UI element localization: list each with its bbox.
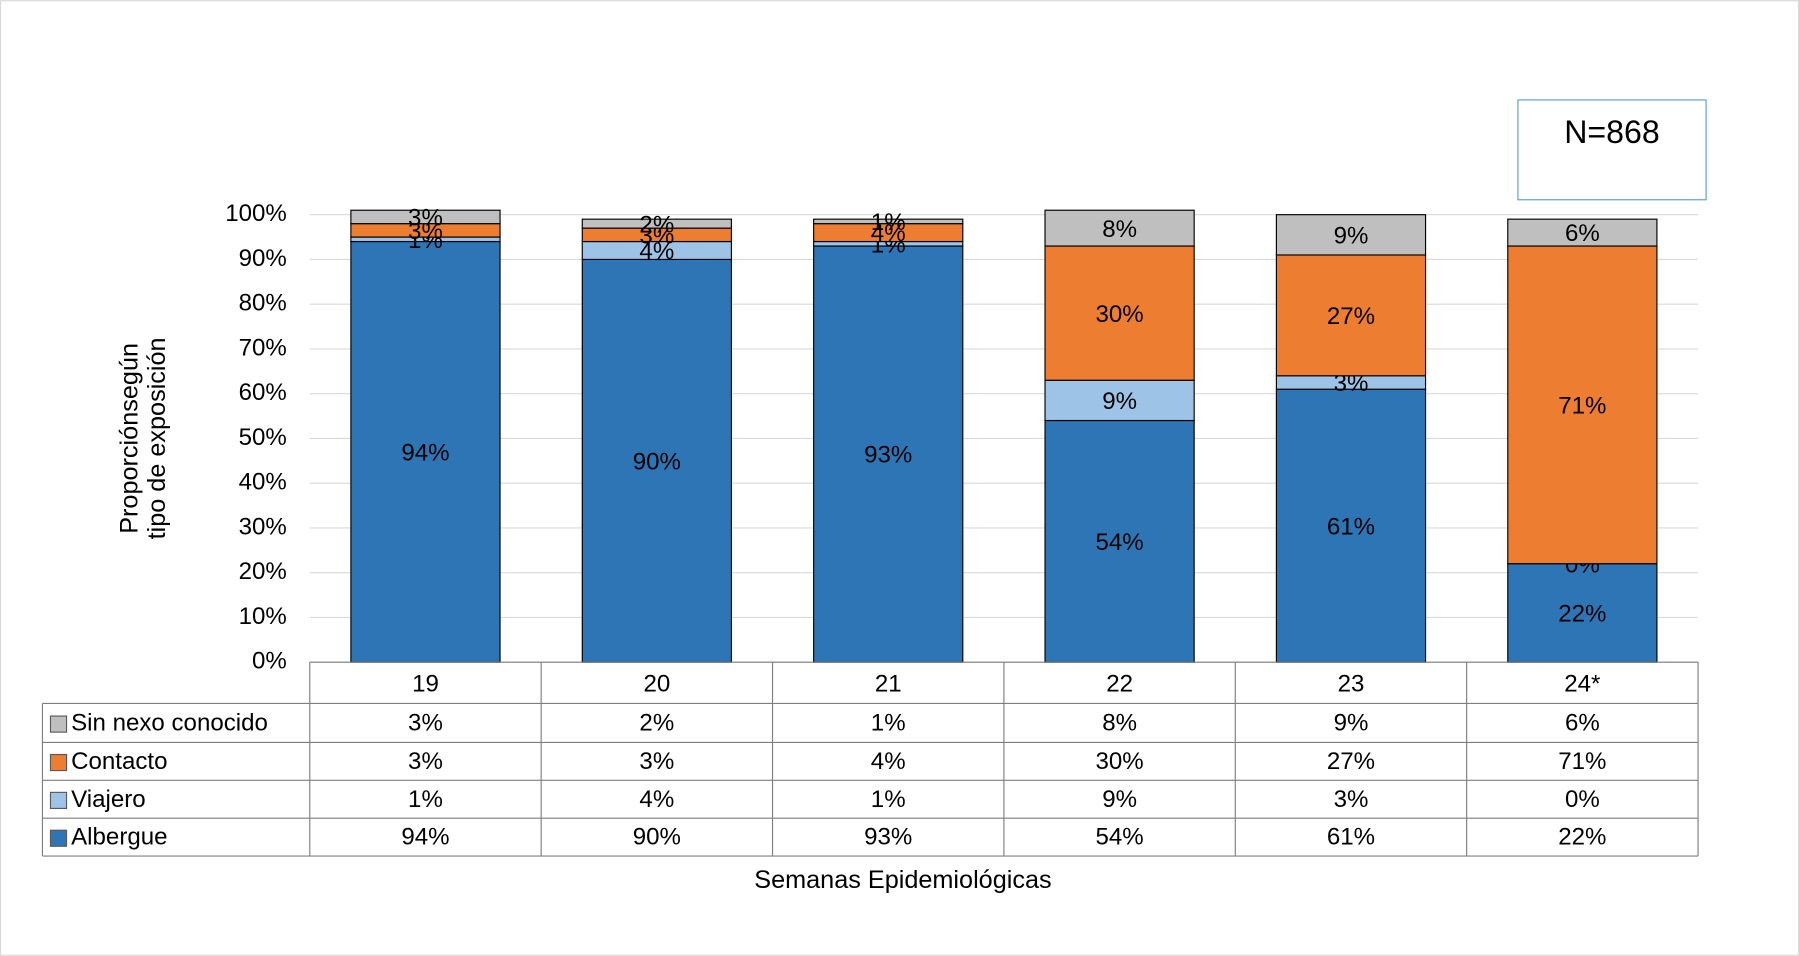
data-label: 4% [871,220,906,247]
table-cell: 9% [1334,709,1369,736]
bar-segment [1275,214,1427,256]
legend-label: Viajero [71,786,146,813]
bar-segment [1044,209,1195,247]
bar-segment [1044,245,1195,381]
table-cell: 54% [1095,824,1143,851]
y-axis-title: Proporciónsegún [115,343,143,534]
legend-label: Contacto [71,748,167,775]
bar-segment [581,218,732,229]
bar-segment [1044,419,1195,663]
table-cell: 30% [1095,748,1143,775]
legend-swatch [49,753,68,772]
x-tick-label: 23 [1338,670,1365,697]
x-tick-label: 20 [643,670,670,697]
y-axis-title: tipo de exposición [143,337,171,539]
table-cell: 3% [408,748,443,775]
data-label: 90% [633,448,681,475]
table-cell: 71% [1558,748,1606,775]
table-cell: 1% [408,786,443,813]
data-label: 71% [1558,393,1606,420]
legend-label: Sin nexo conocido [71,709,268,736]
table-cell: 3% [639,748,674,775]
data-label: 1% [871,209,906,236]
legend-swatch [49,791,68,810]
bar-segment [350,240,501,663]
data-label: 30% [1095,301,1143,328]
data-label: 27% [1327,303,1375,330]
data-label: 94% [401,439,449,466]
table-cell: 2% [639,709,674,736]
data-label: 6% [1565,220,1600,247]
y-tick-label: 50% [239,424,287,451]
table-cell: 22% [1558,824,1606,851]
table-cell: 4% [871,748,906,775]
bar-segment [1507,245,1658,565]
table-cell: 93% [864,824,912,851]
data-label: 22% [1558,601,1606,628]
table-cell: 3% [408,709,443,736]
bar-segment [1275,254,1427,377]
y-tick-label: 90% [239,245,287,272]
y-tick-label: 80% [239,290,287,317]
bar-segment [1275,388,1427,663]
y-tick-label: 70% [239,334,287,361]
table-cell: 3% [1334,786,1369,813]
table-cell: 1% [871,709,906,736]
table-cell: 1% [871,786,906,813]
table-cell: 8% [1102,709,1137,736]
y-tick-label: 0% [252,648,287,675]
data-label: 93% [864,442,912,469]
y-tick-label: 40% [239,469,287,496]
data-label: 61% [1327,513,1375,540]
x-tick-label: 21 [875,670,902,697]
bar-segment [1507,218,1658,247]
annotation-box [1517,99,1707,201]
legend-swatch [49,829,68,847]
table-cell: 0% [1565,786,1600,813]
data-label: 9% [1102,388,1137,415]
bar-segment [813,245,964,663]
x-tick-label: 22 [1106,670,1133,697]
data-label: 8% [1102,216,1137,243]
bar-segment [1044,379,1195,422]
bar-segment [1507,563,1658,663]
table-cell: 90% [633,824,681,851]
table-cell: 4% [639,786,674,813]
bar-segment [350,209,501,225]
y-tick-label: 100% [225,200,287,227]
table-cell: 6% [1565,709,1600,736]
bar-segment [581,258,732,663]
data-label: 54% [1095,529,1143,556]
data-label: 3% [408,205,443,232]
legend-swatch [49,715,68,733]
table-cell: 9% [1102,786,1137,813]
y-tick-label: 10% [239,603,287,630]
table-cell: 27% [1327,748,1375,775]
y-tick-label: 60% [239,379,287,406]
table-cell: 94% [401,824,449,851]
y-tick-label: 30% [239,513,287,540]
x-tick-label: 19 [412,670,439,697]
annotation: N=868 [1564,114,1660,150]
x-tick-label: 24* [1564,670,1600,697]
data-label: 4% [639,238,674,265]
bar-segment [813,218,964,225]
data-label: 9% [1334,222,1369,249]
x-axis-title: Semanas Epidemiológicas [754,866,1051,894]
table-cell: 61% [1327,824,1375,851]
legend-label: Albergue [71,824,167,851]
y-tick-label: 20% [239,558,287,585]
data-label: 2% [639,211,674,238]
